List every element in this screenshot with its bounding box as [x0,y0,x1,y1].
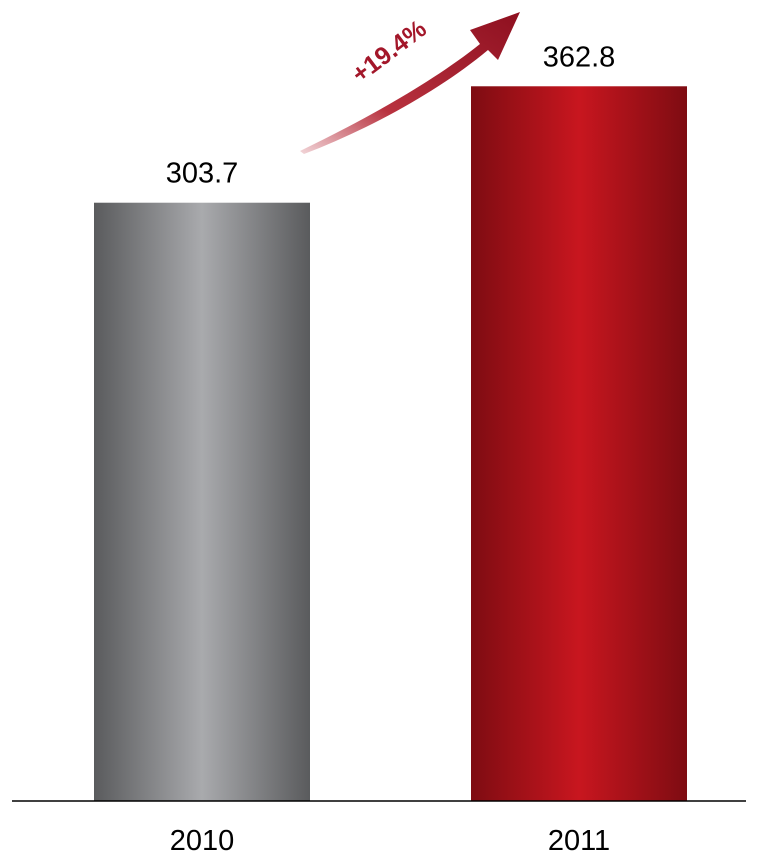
x-tick-label-2011: 2011 [548,825,610,857]
bar-2011 [471,86,687,801]
x-tick-labels: 2010 2011 [170,825,610,857]
x-tick-label-2010: 2010 [170,825,235,857]
value-labels-layer: 303.7 362.8 [166,41,616,189]
value-label-2011: 362.8 [543,41,616,73]
growth-label: +19.4% [347,15,432,89]
bars-layer [94,86,687,801]
value-label-2010: 303.7 [166,158,239,190]
bar-2010 [94,202,310,801]
growth-arrow-icon [300,12,520,154]
